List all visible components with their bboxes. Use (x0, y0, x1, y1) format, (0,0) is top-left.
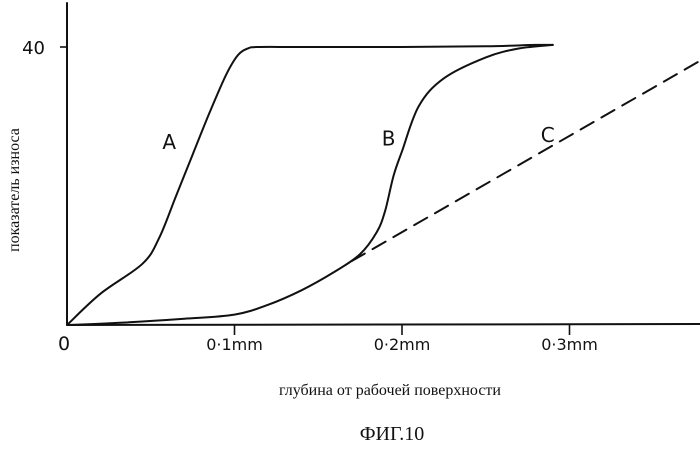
x-axis-label: глубина от рабочей поверхности (279, 382, 501, 399)
chart-title: ФИГ.10 (360, 423, 425, 445)
series-b-label: B (382, 127, 396, 151)
y-tick-label: 40 (22, 38, 45, 59)
x-tick-label: 0·2mm (374, 335, 431, 354)
x-axis-line (67, 324, 700, 325)
series-a-label: A (162, 130, 176, 154)
series-b-line (67, 45, 553, 325)
x-tick-label: 0 (58, 333, 70, 355)
series-c-label: C (541, 123, 555, 147)
x-tick-label: 0·1mm (206, 335, 263, 354)
plot-area: A B C (67, 2, 700, 325)
axis-ticks: 0 0·1mm 0·2mm 0·3mm 40 (22, 38, 598, 355)
series-c-line (352, 59, 700, 261)
y-axis-label: показатель износа (6, 128, 23, 252)
series-a-line (67, 45, 553, 325)
x-tick-label: 0·3mm (541, 335, 598, 354)
